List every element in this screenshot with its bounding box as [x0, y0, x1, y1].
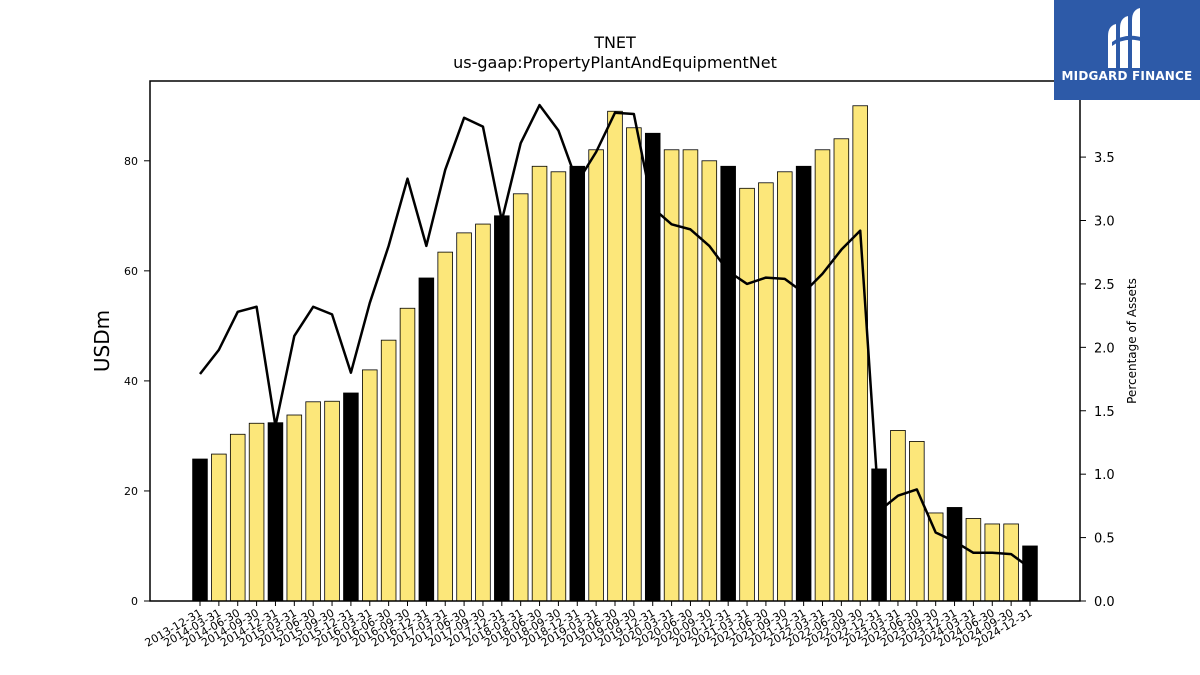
- y-tick-label: 0: [131, 595, 138, 608]
- bar-2015-03-31: [286, 414, 303, 602]
- bar-2022-12-31: [871, 468, 887, 602]
- bars-layer: [192, 105, 1038, 602]
- bar-2021-06-30: [758, 182, 774, 602]
- bar-2018-09-30: [550, 171, 567, 602]
- y-tick-label: 20: [124, 485, 138, 498]
- bar-2019-06-30: [607, 110, 623, 602]
- bar-2018-12-31: [569, 165, 586, 602]
- bar-2014-03-31: [211, 453, 227, 602]
- bar-2016-12-31: [418, 277, 435, 602]
- bar-2023-06-30: [909, 441, 925, 602]
- bar-2020-06-30: [682, 149, 699, 602]
- y2-axis-label: Percentage of Assets: [1125, 278, 1139, 404]
- brand-name: MIDGARD FINANCE: [1061, 69, 1193, 83]
- chart-subtitle: us-gaap:PropertyPlantAndEquipmentNet: [453, 53, 777, 72]
- midgard-logo-icon: [1108, 8, 1144, 68]
- y-axis-right: 0.0 0.5 1.0 1.5 2.0 2.5 3.0 3.5: [1080, 151, 1115, 610]
- bar-2023-03-31: [890, 430, 906, 602]
- bar-2018-06-30: [531, 165, 548, 602]
- chart-title: TNET: [593, 33, 636, 52]
- bar-2020-03-31: [663, 149, 680, 602]
- bar-2022-09-30: [852, 105, 868, 602]
- bar-2024-09-30: [1003, 523, 1019, 602]
- line-layer: [199, 103, 1031, 570]
- bar-2020-12-31: [720, 165, 736, 602]
- bar-2021-09-30: [777, 171, 793, 602]
- bar-2024-03-31: [965, 518, 982, 602]
- bar-2015-09-30: [324, 400, 340, 602]
- bar-2017-03-31: [437, 251, 453, 602]
- bar-2014-12-31: [267, 422, 284, 602]
- y-tick-label: 80: [124, 155, 138, 168]
- bar-2022-03-31: [814, 149, 831, 602]
- y2-tick-label: 0.5: [1094, 532, 1115, 547]
- bar-2021-03-31: [739, 187, 755, 602]
- bar-2018-03-31: [512, 193, 529, 602]
- y2-tick-label: 1.5: [1094, 405, 1115, 420]
- bar-2019-09-30: [626, 127, 642, 602]
- bar-2023-09-30: [927, 512, 944, 602]
- bar-2013-12-31: [192, 458, 208, 602]
- x-axis: 2013-12-312014-03-312014-06-302014-09-30…: [143, 601, 1035, 650]
- bar-2024-12-31: [1022, 545, 1038, 602]
- brand-logo: MIDGARD FINANCE: [1054, 0, 1200, 100]
- bar-2015-06-30: [305, 401, 321, 602]
- bar-2016-03-31: [362, 369, 378, 602]
- y2-tick-label: 2.0: [1094, 341, 1115, 356]
- bar-2017-12-31: [494, 215, 510, 602]
- y2-tick-label: 2.5: [1094, 278, 1115, 293]
- bar-2015-12-31: [343, 392, 359, 602]
- bar-2021-12-31: [795, 165, 812, 602]
- y-axis-left: 0 20 40 60 80: [124, 155, 150, 608]
- bar-2017-06-30: [456, 232, 472, 602]
- bar-2022-06-30: [833, 138, 850, 602]
- bar-2023-12-31: [946, 507, 963, 602]
- bar-2019-03-31: [588, 149, 604, 602]
- bar-2014-09-30: [248, 422, 265, 602]
- y-axis-label: USDm: [90, 310, 114, 372]
- bar-2017-09-30: [475, 223, 491, 602]
- bar-2016-09-30: [399, 307, 416, 602]
- bar-2020-09-30: [701, 160, 718, 602]
- bar-2016-06-30: [380, 339, 397, 602]
- y2-tick-label: 3.5: [1094, 151, 1115, 166]
- y2-tick-label: 1.0: [1094, 468, 1115, 483]
- y2-tick-label: 0.0: [1094, 595, 1115, 610]
- percent-of-assets-line: [199, 103, 1031, 570]
- y2-tick-label: 3.0: [1094, 215, 1115, 230]
- bar-2014-06-30: [229, 433, 246, 602]
- y-tick-label: 60: [124, 265, 138, 278]
- bar-2024-06-30: [984, 523, 1001, 602]
- y-tick-label: 40: [124, 375, 138, 388]
